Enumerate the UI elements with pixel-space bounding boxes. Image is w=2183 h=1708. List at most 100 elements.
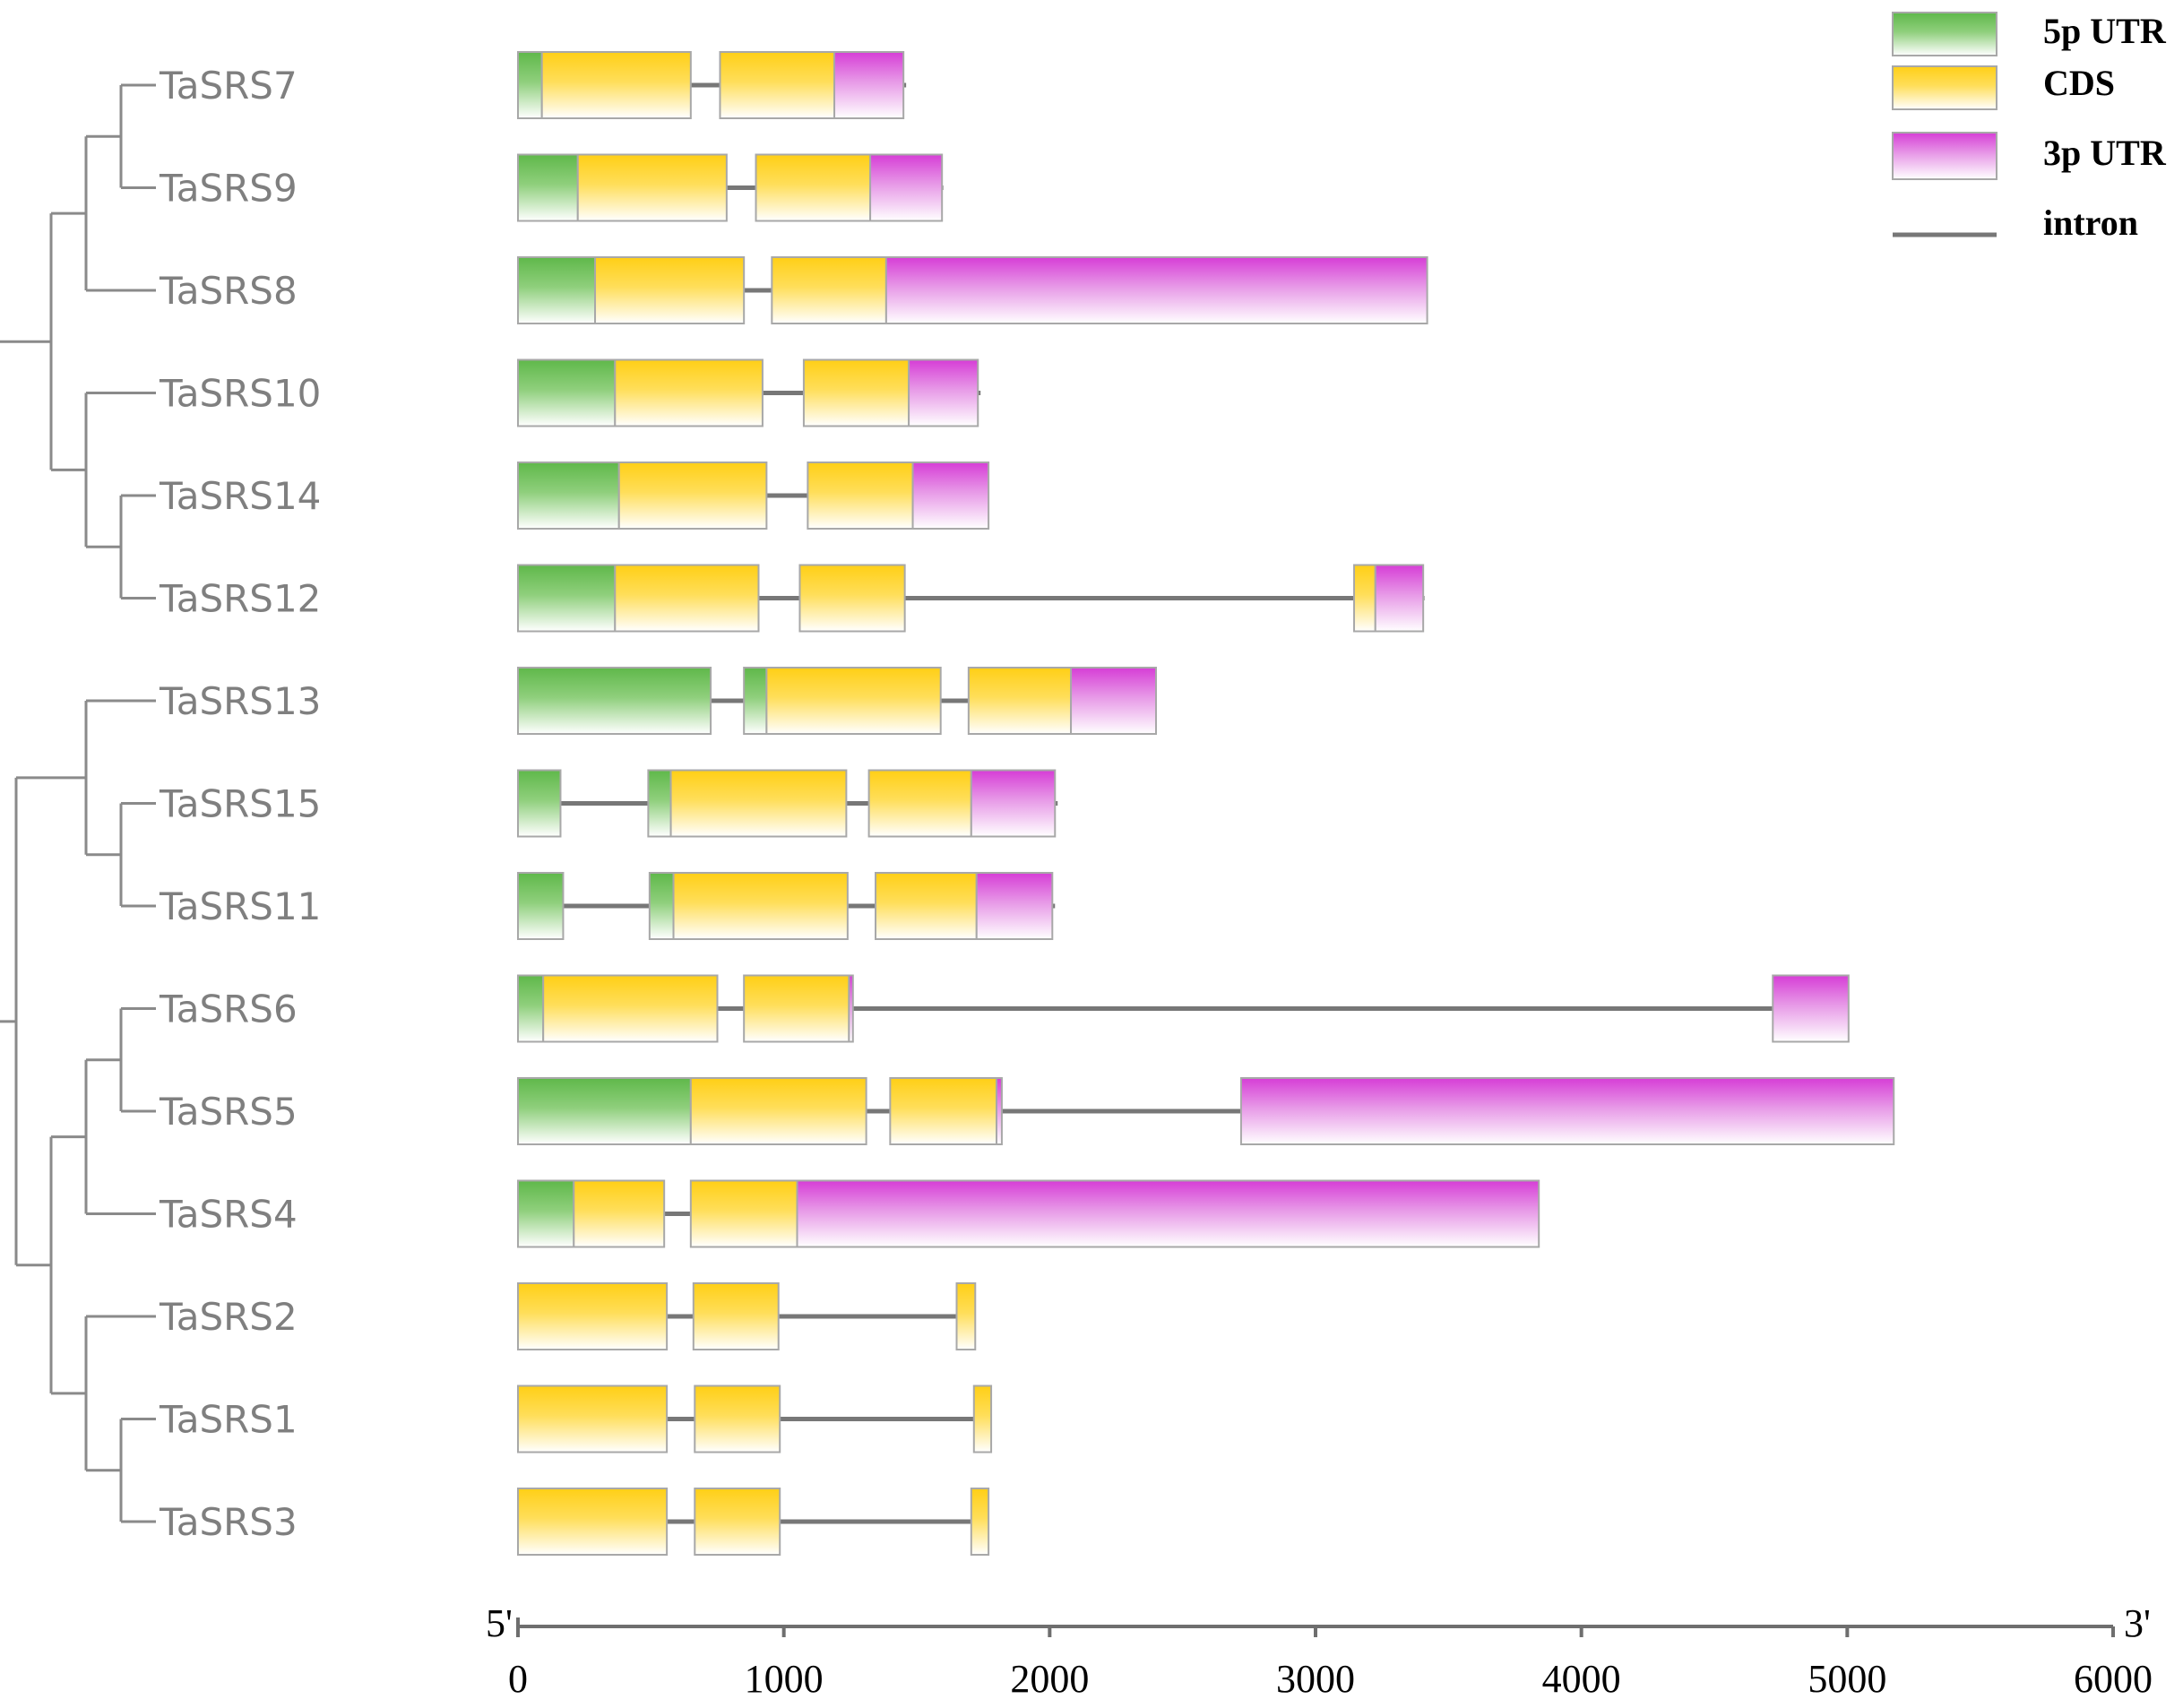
cds-exon: [955, 1282, 977, 1350]
gene-track-tasrs11: TaSRS11: [159, 872, 1056, 940]
three-prime-label: 3': [2124, 1601, 2151, 1645]
utr3-exon: [869, 153, 944, 222]
gene-label: TaSRS1: [159, 1398, 298, 1442]
cds-exon: [689, 1077, 867, 1145]
gene-track-tasrs2: TaSRS2: [159, 1282, 977, 1350]
gene-label: TaSRS3: [159, 1500, 298, 1544]
phylogenetic-tree: [0, 83, 156, 1523]
utr5-exon: [517, 51, 543, 119]
cds-exon: [798, 564, 906, 633]
cds-exon: [771, 256, 887, 324]
legend-swatch-cds: [1892, 65, 1997, 110]
axis-tick-label: 6000: [2074, 1657, 2153, 1701]
cds-exon: [743, 974, 850, 1043]
utr3-exon: [908, 358, 979, 427]
gene-track-tasrs8: TaSRS8: [159, 256, 1428, 324]
utr5-exon: [517, 462, 620, 530]
axis-tick-label: 4000: [1542, 1657, 1621, 1701]
axis-ticks: 0 1000 2000 3000 4000 5000 6000: [508, 1626, 2153, 1701]
gene-track-tasrs6: TaSRS6: [159, 974, 1850, 1043]
legend-swatch-utr3: [1892, 132, 1997, 180]
cds-exon: [614, 358, 764, 427]
cds-exon: [765, 667, 942, 735]
utr5-exon: [647, 769, 672, 838]
cds-exon: [573, 1179, 666, 1248]
cds-exon: [889, 1077, 997, 1145]
cds-exon: [594, 256, 746, 324]
utr3-exon: [1374, 564, 1425, 633]
gene-track-tasrs5: TaSRS5: [159, 1077, 1895, 1145]
utr5-exon: [517, 667, 712, 735]
cds-exon: [576, 153, 728, 222]
cds-exon: [867, 769, 972, 838]
axis-tick-label: 1000: [745, 1657, 824, 1701]
utr5-exon: [743, 667, 768, 735]
utr5-exon: [517, 256, 597, 324]
cds-exon: [692, 1282, 780, 1350]
utr5-exon: [517, 1077, 692, 1145]
utr3-exon: [970, 769, 1057, 838]
cds-exon: [517, 1282, 669, 1350]
utr5-exon: [517, 974, 545, 1043]
utr3-exon: [1772, 974, 1850, 1043]
legend-swatch-utr5: [1892, 12, 1997, 56]
utr3-exon: [1239, 1077, 1895, 1145]
legend-label-intron: intron: [2043, 203, 2138, 243]
gene-label: TaSRS9: [159, 167, 298, 211]
axis-tick-label: 2000: [1010, 1657, 1089, 1701]
legend-label-utr5: 5p UTR: [2043, 11, 2167, 51]
gene-label: TaSRS2: [159, 1295, 298, 1339]
scale-axis: 5' 3' 0 1000 2000 3000 4000 5000 6000: [486, 1601, 2153, 1701]
gene-label: TaSRS13: [159, 679, 321, 723]
cds-exon: [970, 1488, 990, 1556]
cds-exon: [614, 564, 760, 633]
gene-track-tasrs15: TaSRS15: [159, 769, 1058, 838]
legend: 5p UTR CDS 3p UTR intron: [1892, 11, 2167, 243]
utr5-exon: [517, 769, 562, 838]
cds-exon: [694, 1385, 781, 1454]
gene-track-tasrs12: TaSRS12: [159, 564, 1425, 633]
cds-exon: [972, 1385, 993, 1454]
cds-exon: [669, 769, 848, 838]
gene-label: TaSRS12: [159, 577, 321, 621]
cds-exon: [755, 153, 872, 222]
gene-label: TaSRS15: [159, 782, 321, 826]
cds-exon: [540, 51, 692, 119]
utr3-exon: [833, 51, 905, 119]
gene-label: TaSRS6: [159, 988, 298, 1031]
gene-track-tasrs4: TaSRS4: [159, 1179, 1540, 1248]
cds-exon: [875, 872, 978, 940]
gene-label: TaSRS5: [159, 1090, 298, 1134]
cds-exon: [617, 462, 768, 530]
cds-exon: [672, 872, 849, 940]
gene-track-tasrs1: TaSRS1: [159, 1385, 993, 1454]
gene-label: TaSRS4: [159, 1193, 298, 1237]
cds-exon: [802, 358, 910, 427]
utr5-exon: [517, 1179, 575, 1248]
legend-label-utr3: 3p UTR: [2043, 133, 2167, 173]
axis-tick-label: 3000: [1276, 1657, 1355, 1701]
utr3-exon: [975, 872, 1054, 940]
five-prime-label: 5': [486, 1601, 513, 1645]
gene-label: TaSRS11: [159, 884, 321, 928]
gene-track-tasrs13: TaSRS13: [159, 667, 1157, 735]
utr5-exon: [517, 564, 617, 633]
gene-structure-tracks: TaSRS7 TaSRS9 TaSRS8 TaSRS10 TaSRS14 TaSRS12 T…: [159, 51, 1895, 1556]
utr5-exon: [648, 872, 675, 940]
cds-exon: [1353, 564, 1376, 633]
cds-exon: [694, 1488, 781, 1556]
utr3-exon: [996, 1077, 1003, 1145]
gene-label: TaSRS8: [159, 269, 298, 313]
utr3-exon: [884, 256, 1428, 324]
cds-exon: [542, 974, 719, 1043]
axis-tick-label: 0: [508, 1657, 528, 1701]
utr5-exon: [517, 872, 565, 940]
cds-exon: [807, 462, 914, 530]
utr5-exon: [517, 153, 579, 222]
gene-label: TaSRS7: [159, 64, 298, 108]
cds-exon: [517, 1385, 669, 1454]
gene-label: TaSRS10: [159, 372, 321, 416]
utr3-exon: [911, 462, 990, 530]
utr3-exon: [1070, 667, 1157, 735]
